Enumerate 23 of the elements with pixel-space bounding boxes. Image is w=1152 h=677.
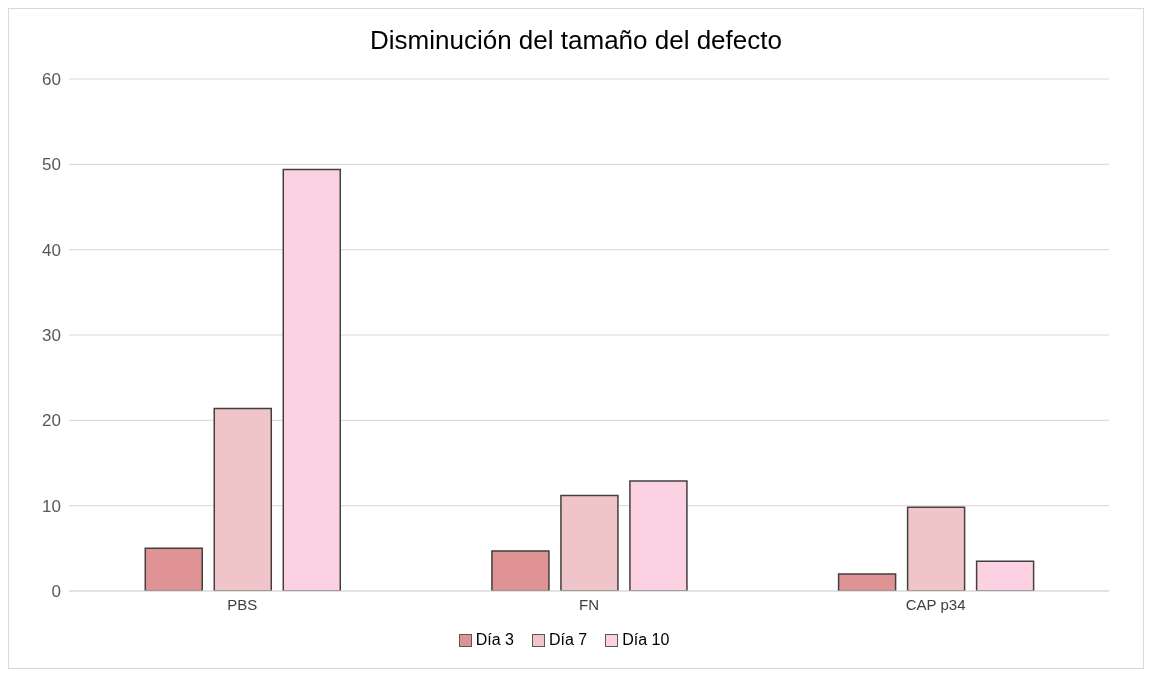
y-tick-label: 0 — [51, 582, 61, 602]
bar — [560, 494, 619, 591]
y-tick-label: 30 — [42, 326, 61, 346]
legend-label: Día 10 — [622, 631, 670, 649]
y-tick-label: 10 — [42, 496, 61, 516]
legend-label: Día 7 — [548, 631, 588, 649]
bar — [144, 547, 204, 591]
bar — [491, 550, 550, 591]
y-tick-label: 60 — [42, 70, 61, 90]
bar — [629, 480, 688, 591]
y-tick-label: 50 — [42, 155, 61, 175]
bar — [213, 407, 273, 591]
legend-label: Día 3 — [475, 631, 514, 649]
y-tick-label: 20 — [42, 411, 61, 431]
bar — [906, 506, 966, 591]
bar — [837, 573, 897, 591]
x-tick-label: CAP p34 — [905, 595, 966, 613]
bar — [975, 560, 1035, 591]
x-tick-label: PBS — [227, 595, 258, 613]
bar — [282, 168, 342, 591]
y-tick-label: 40 — [42, 240, 61, 260]
x-tick-label: FN — [579, 595, 599, 613]
chart-title: Disminución del tamaño del defecto — [369, 24, 783, 57]
